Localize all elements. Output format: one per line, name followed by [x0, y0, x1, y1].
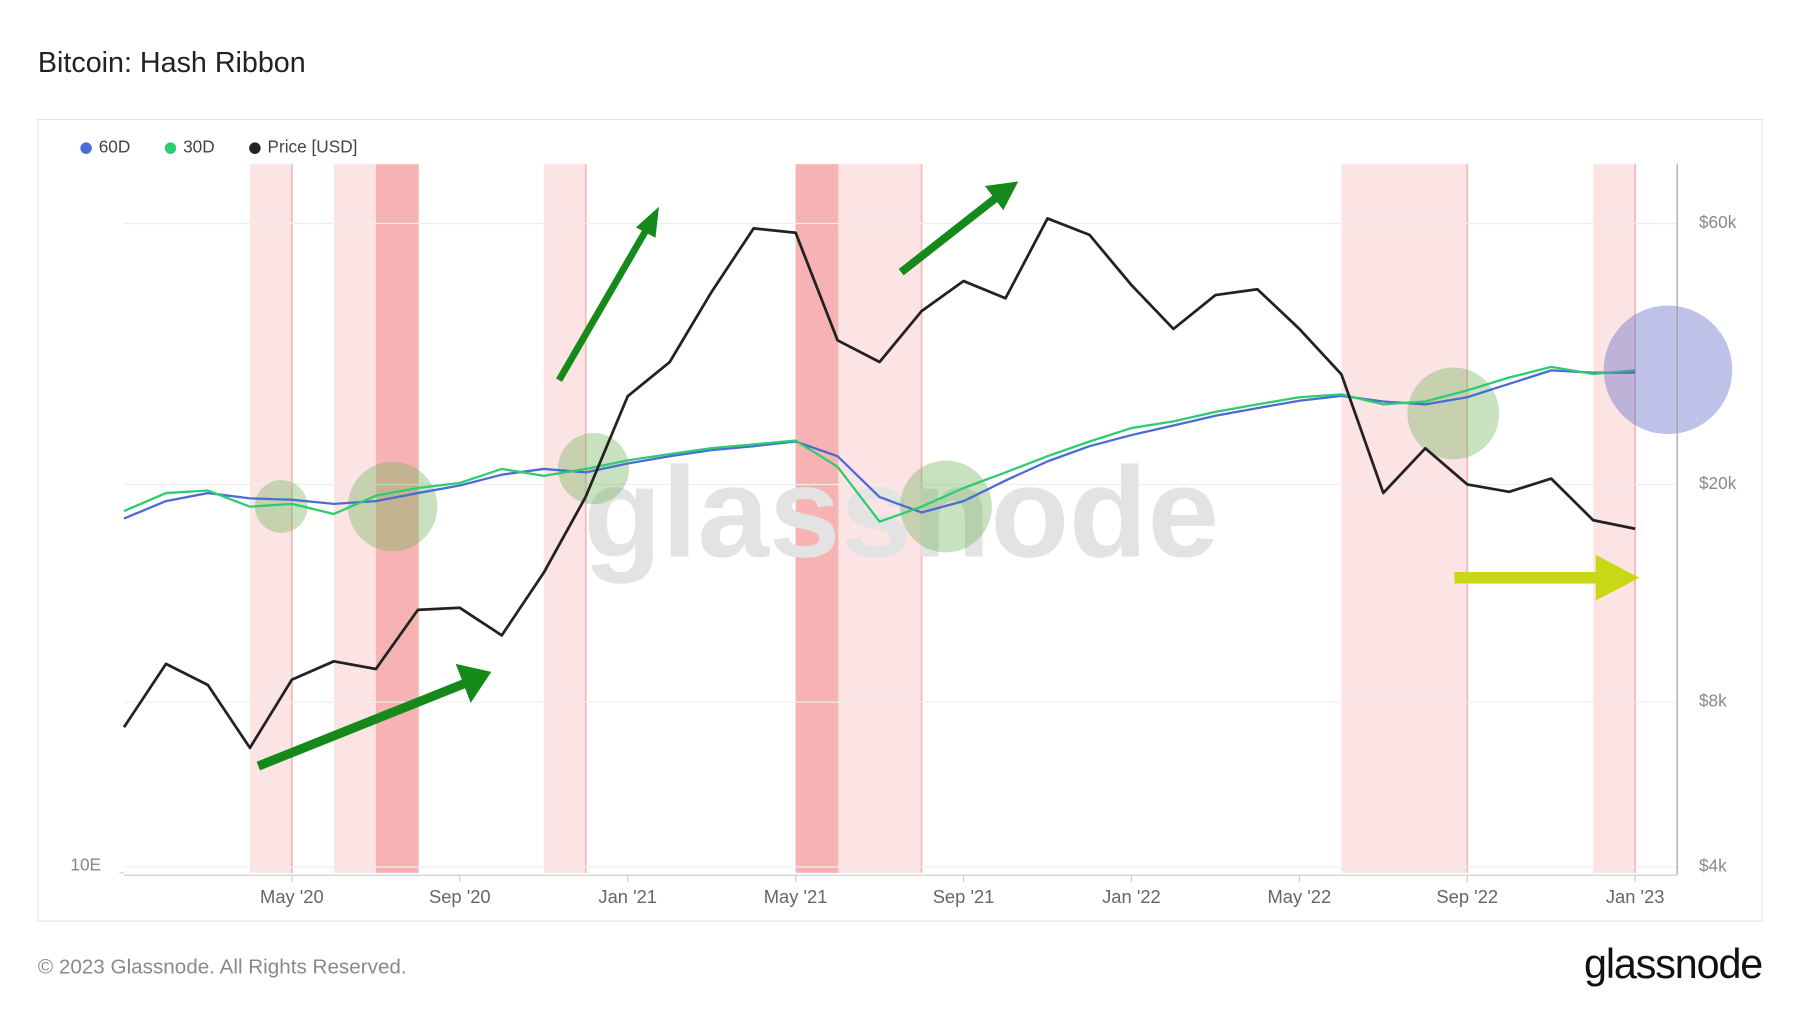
shaded-periods — [249, 164, 1637, 873]
legend-marker — [249, 142, 261, 154]
axes: $4k $8k $20k $60k 10E May '20 Sep '20 Jan '21 Ma… — [70, 212, 1736, 907]
x-tick-label: Sep '20 — [429, 886, 491, 907]
arrow-head — [984, 181, 1019, 211]
annotation-circles — [254, 367, 1500, 553]
arrow-shaft — [256, 679, 467, 771]
arrow-head — [1595, 554, 1640, 601]
shaded-period — [543, 164, 586, 873]
legend-label: 30D — [183, 137, 215, 157]
y2-tick-label: $20k — [1699, 473, 1737, 493]
arrow-shaft — [898, 194, 999, 276]
arrow-head — [455, 663, 492, 703]
shaded-period — [795, 164, 838, 873]
footer: © 2023 Glassnode. All Rights Reserved. — [38, 956, 407, 979]
y2-tick-label: $4k — [1699, 855, 1727, 875]
arrow-shaft — [556, 227, 650, 382]
y-tick-label: 10E — [70, 855, 101, 875]
highlight-circle — [557, 432, 630, 505]
series-line — [123, 369, 1636, 520]
y2-tick-label: $8k — [1699, 691, 1727, 711]
legend: 60D 30D Price [USD] — [80, 137, 357, 157]
x-tick-label: Sep '22 — [1436, 886, 1498, 907]
shaded-period — [1341, 164, 1468, 873]
x-tick-label: Jan '23 — [1606, 886, 1665, 907]
logo: glassnode — [1584, 941, 1762, 987]
chart-frame — [37, 118, 1763, 922]
shaded-period — [375, 164, 418, 873]
series-line — [123, 365, 1636, 523]
legend-marker — [164, 142, 177, 154]
annotation-arrows — [256, 181, 1640, 771]
y2-tick-label: $60k — [1699, 212, 1737, 232]
x-tick-label: May '22 — [1268, 886, 1332, 907]
x-tick-label: Jan '21 — [598, 886, 657, 907]
series-lines — [122, 217, 1636, 750]
arrow-head — [635, 206, 659, 238]
legend-label: Price [USD] — [268, 137, 358, 157]
highlight-circle — [254, 480, 308, 533]
shaded-period — [1593, 164, 1636, 873]
grid — [123, 222, 1678, 868]
legend-label: 60D — [99, 137, 131, 157]
x-tick-label: May '20 — [260, 886, 324, 907]
x-tick-label: May '21 — [764, 886, 828, 907]
chart-title: Bitcoin: Hash Ribbon — [38, 47, 306, 79]
x-tick-label: Jan '22 — [1102, 886, 1161, 907]
legend-marker — [80, 142, 92, 154]
highlight-circle — [1407, 367, 1500, 460]
highlight-circle — [347, 461, 438, 552]
highlight-circle — [1603, 305, 1733, 435]
x-tick-label: Sep '21 — [933, 886, 995, 907]
series-line — [122, 217, 1636, 750]
